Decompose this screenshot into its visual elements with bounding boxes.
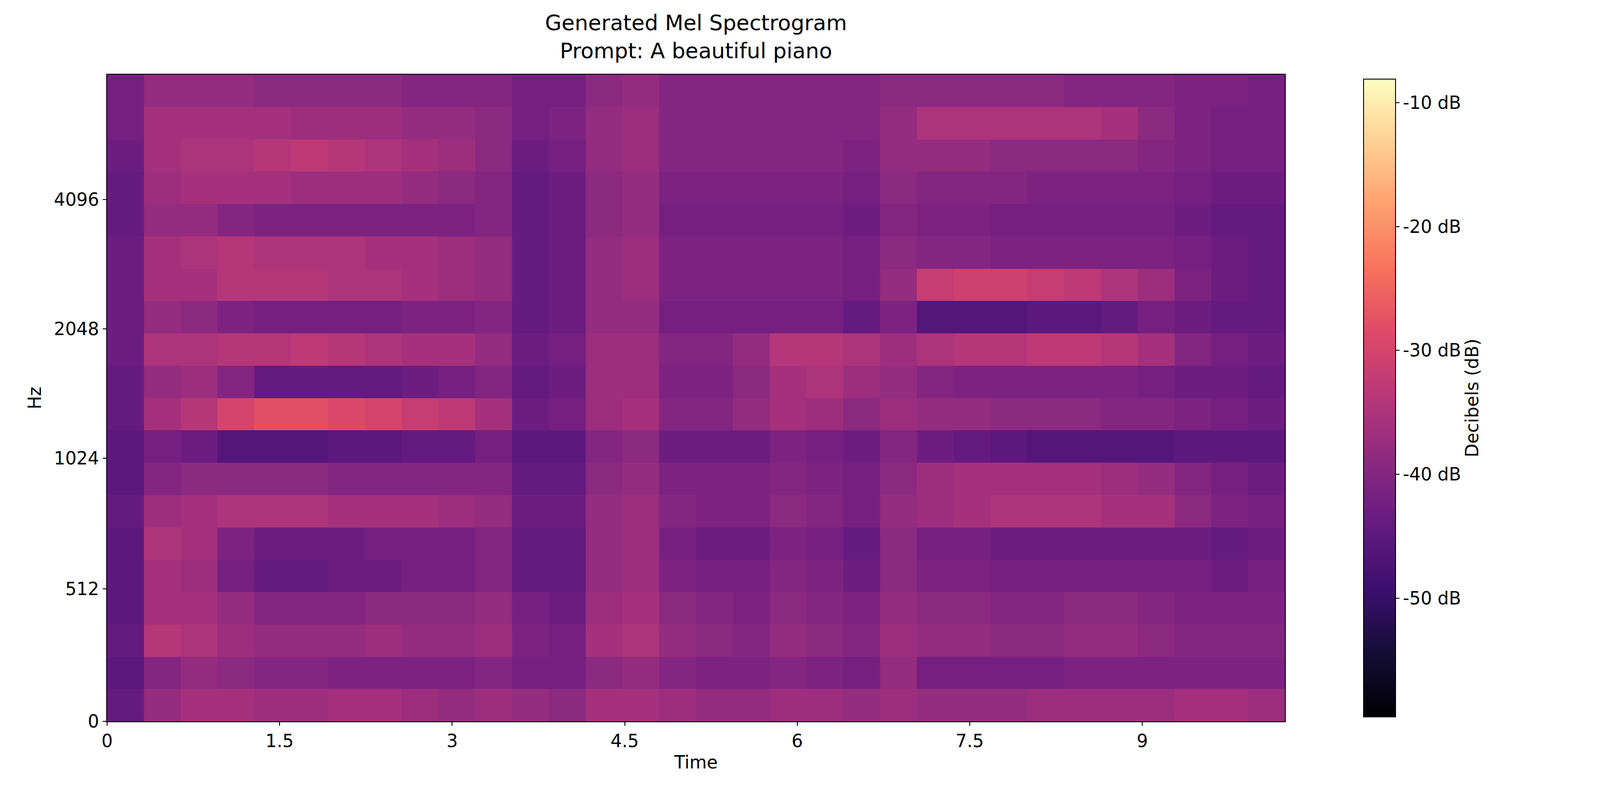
svg-text:2048: 2048	[53, 318, 100, 340]
svg-text:9: 9	[1136, 730, 1148, 752]
svg-text:-20 dB: -20 dB	[1403, 216, 1462, 237]
svg-text:Hz: Hz	[24, 386, 45, 410]
svg-text:7.5: 7.5	[955, 730, 984, 752]
svg-text:0: 0	[88, 711, 100, 732]
svg-text:3: 3	[446, 730, 458, 752]
svg-text:-40 dB: -40 dB	[1403, 464, 1462, 485]
svg-text:-10 dB: -10 dB	[1403, 92, 1462, 113]
svg-text:-50 dB: -50 dB	[1403, 588, 1462, 609]
svg-text:6: 6	[791, 730, 803, 752]
svg-text:512: 512	[65, 578, 100, 600]
svg-text:Decibels (dB): Decibels (dB)	[1461, 338, 1483, 458]
svg-text:0: 0	[101, 730, 113, 752]
svg-text:1024: 1024	[53, 448, 100, 469]
svg-text:Generated Mel SpectrogramPromp: Generated Mel SpectrogramPrompt: A beaut…	[544, 10, 848, 63]
svg-text:-30 dB: -30 dB	[1403, 340, 1462, 361]
svg-text:1.5: 1.5	[265, 730, 294, 752]
svg-text:Time: Time	[673, 752, 718, 773]
svg-text:4096: 4096	[53, 189, 100, 210]
svg-text:4.5: 4.5	[610, 730, 640, 752]
